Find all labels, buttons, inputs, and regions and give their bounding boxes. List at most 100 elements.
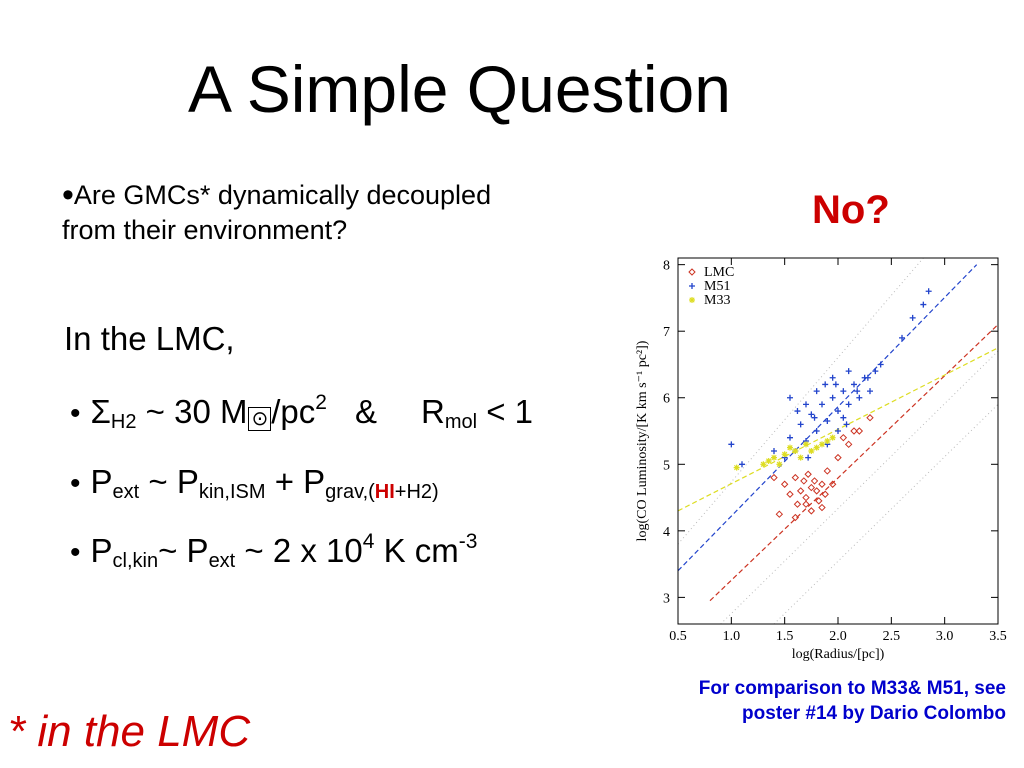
x-tick-label: 1.5 [776,629,794,644]
legend-marker-m33 [689,297,695,303]
point-m33 [819,441,825,448]
point-lmc [828,480,837,488]
point-lmc [791,473,800,482]
point-m51 [797,421,804,428]
point-m51 [877,361,884,368]
r-symbol: R [420,393,445,430]
bullet: • [70,397,81,430]
legend-marker-m51 [689,283,695,289]
hi-highlight: HI [374,481,395,503]
point-m51 [811,414,818,421]
eq3-unit-exponent: -3 [458,530,478,553]
x-tick-label: 0.5 [669,629,687,644]
point-m33 [781,451,788,458]
x-tick-label: 3.0 [936,629,954,644]
legend-marker-lmc [688,268,696,276]
point-lmc [839,433,848,442]
point-lmc [818,480,826,488]
kin-subscript: kin,ISM [198,481,266,503]
point-m33 [824,438,831,444]
point-m33 [733,464,740,471]
question-line-2: from their environment? [62,215,348,245]
sigma-symbol: Σ [90,393,111,430]
point-m33 [813,444,820,451]
point-m51 [808,411,815,418]
legend-label-m33: M33 [704,293,730,308]
footnote-right: For comparison to M33& M51, see poster #… [698,678,1006,724]
point-m51 [835,408,841,415]
y-tick-label: 4 [663,525,670,540]
point-lmc [804,470,812,478]
bullet: • [62,176,74,214]
eq1-unit: /pc [271,393,316,430]
point-m33 [792,447,799,454]
point-m51 [854,388,861,395]
eq3-tail: ~ 2 x 10 [235,532,363,569]
point-lmc [866,414,874,422]
point-m51 [771,447,777,454]
bullet: • [70,467,81,500]
slide-title: A Simple Question [188,52,731,126]
p-ext-subscript: ext [112,481,140,503]
point-lmc [770,473,778,482]
reference-line-1 [677,257,924,545]
point-lmc [796,487,805,495]
ampersand: & [354,393,377,430]
eq2-middle: ~ P [139,463,199,500]
point-m51 [832,381,839,388]
eq3-exponent: 4 [362,530,375,553]
equation-surface-density: • ΣH2 ~ 30 M ⊙/pc2 & Rmol < 1 [70,392,533,432]
point-m51 [829,394,836,401]
fit-line-1 [709,324,999,602]
point-lmc [818,503,826,512]
point-m33 [765,457,772,464]
point-lmc [802,493,810,502]
eq3-unit: K cm [374,532,459,569]
point-m51 [867,388,873,395]
point-m51 [787,434,793,441]
point-lmc [810,477,819,485]
point-m51 [856,394,863,401]
point-lmc [775,510,784,518]
point-lmc [821,490,829,498]
question-line-1: •Are GMCs* dynamically decoupled [62,175,491,216]
point-m51 [794,408,801,415]
x-axis-label: log(Radius/[pc]) [792,647,885,662]
x-tick-label: 2.0 [829,629,847,644]
point-lmc [807,507,816,515]
grav-subscript-b: +H2) [394,481,439,503]
point-lmc [850,427,858,435]
point-m33 [771,454,777,461]
point-lmc [807,483,816,492]
point-m51 [824,418,831,425]
x-tick-label: 2.5 [883,629,901,644]
point-m51 [803,401,809,408]
p-symbol: P [90,532,113,569]
eq2-plus: + P [265,463,326,500]
point-m51 [872,368,879,375]
point-lmc [800,477,808,485]
point-m51 [805,454,812,461]
point-m51 [739,461,745,468]
eq1-tail: < 1 [477,393,534,430]
x-tick-label: 3.5 [989,629,1007,644]
reference-line-2 [773,404,999,625]
point-m51 [819,401,825,408]
eq3-middle: ~ P [158,532,209,569]
point-lmc [786,490,794,498]
footnote-left: * in the LMC [8,707,251,756]
point-m51 [845,401,852,408]
point-m51 [728,441,735,448]
answer-text: No? [812,188,890,232]
point-m51 [840,388,847,395]
point-lmc [791,513,800,522]
point-m33 [787,444,793,451]
point-m51 [787,394,793,401]
point-m33 [803,441,809,448]
point-m33 [829,434,836,441]
point-m33 [808,447,815,454]
y-tick-label: 7 [663,325,670,340]
point-lmc [834,453,842,462]
point-m51 [851,381,857,388]
reference-line-0 [720,350,999,625]
